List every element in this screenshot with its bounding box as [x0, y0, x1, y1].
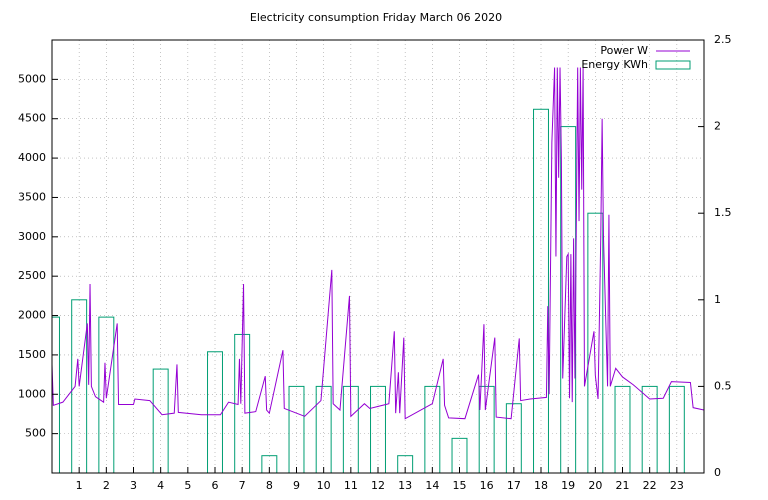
- x-tick-label: 12: [371, 479, 385, 492]
- legend-label: Power W: [600, 44, 648, 57]
- x-tick-label: 21: [616, 479, 630, 492]
- x-tick-label: 1: [76, 479, 83, 492]
- grid: [52, 40, 704, 473]
- legend-label: Energy KWh: [581, 58, 648, 71]
- energy-bar: [533, 108, 549, 473]
- axes: 500 1000 1500 2000 2500 3000 3500 4000 4500 5000 0…: [18, 33, 732, 492]
- y-tick-label: 4500: [18, 112, 46, 125]
- y-tick-label: 5000: [18, 72, 46, 85]
- y-tick-label: 2500: [18, 269, 46, 282]
- power-line: [52, 67, 704, 420]
- x-tick-label: 16: [480, 479, 494, 492]
- y2-tick-label: 1.5: [714, 206, 732, 219]
- x-tick-label: 8: [266, 479, 273, 492]
- x-tick-label: 22: [643, 479, 657, 492]
- x-tick-label: 19: [561, 479, 575, 492]
- x-tick-label: 4: [157, 479, 164, 492]
- y-tick-label: 1000: [18, 387, 46, 400]
- x-tick-label: 7: [239, 479, 246, 492]
- chart-title: Electricity consumption Friday March 06 …: [250, 11, 502, 24]
- y-tick-label: 2000: [18, 309, 46, 322]
- y2-tick-label: 2: [714, 120, 721, 133]
- y-tick-label: 4000: [18, 151, 46, 164]
- energy-bar: [505, 403, 522, 473]
- x-tick-label: 18: [534, 479, 548, 492]
- x-tick-label: 17: [507, 479, 521, 492]
- x-tick-label: 14: [425, 479, 439, 492]
- x-tick-label: 20: [588, 479, 602, 492]
- legend-swatch: [655, 60, 691, 70]
- x-tick-label: 15: [453, 479, 467, 492]
- x-tick-label: 2: [103, 479, 110, 492]
- y-tick-label: 3500: [18, 190, 46, 203]
- energy-bar: [98, 316, 115, 473]
- x-tick-label: 13: [398, 479, 412, 492]
- x-tick-label: 10: [317, 479, 331, 492]
- y-tick-label: 3000: [18, 230, 46, 243]
- y-tick-label: 500: [25, 427, 46, 440]
- y2-tick-label: 1: [714, 293, 721, 306]
- x-tick-label: 23: [670, 479, 684, 492]
- x-tick-label: 5: [184, 479, 191, 492]
- x-tick-label: 9: [293, 479, 300, 492]
- x-tick-label: 6: [212, 479, 219, 492]
- plot-area: [52, 67, 704, 473]
- y2-tick-label: 0.5: [714, 379, 732, 392]
- y2-tick-label: 2.5: [714, 33, 732, 46]
- y-tick-label: 1500: [18, 348, 46, 361]
- x-tick-label: 3: [130, 479, 137, 492]
- y2-tick-label: 0: [714, 466, 721, 479]
- x-tick-label: 11: [344, 479, 358, 492]
